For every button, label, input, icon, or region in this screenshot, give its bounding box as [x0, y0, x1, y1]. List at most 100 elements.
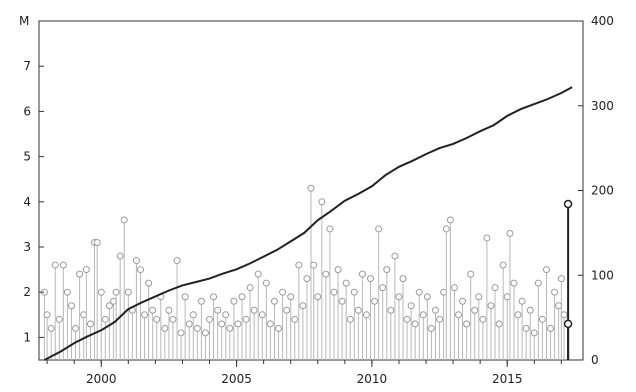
stem-marker: [86, 320, 94, 328]
stem-marker: [487, 302, 495, 310]
stem-marker: [303, 275, 311, 283]
stem-marker: [132, 257, 140, 265]
stem-marker: [226, 324, 234, 332]
stem-marker: [105, 302, 113, 310]
stem-marker: [354, 306, 362, 314]
stem-marker: [442, 225, 450, 233]
stem-marker: [314, 293, 322, 301]
stem-marker: [423, 293, 431, 301]
right-axis: 0 100 200 300 400: [578, 14, 614, 367]
stem-marker: [120, 216, 128, 224]
stem-marker: [145, 279, 153, 287]
stem-marker: [310, 261, 318, 269]
stem-marker: [495, 320, 503, 328]
stem-marker: [387, 306, 395, 314]
stem-marker: [503, 293, 511, 301]
stem-marker: [72, 324, 80, 332]
stem-marker: [411, 320, 419, 328]
stem-marker: [206, 315, 214, 323]
stem-marker: [475, 293, 483, 301]
stem-marker: [534, 279, 542, 287]
stem-marker: [80, 311, 88, 319]
stem-marker: [63, 288, 71, 296]
x-axis: 2000 2005 2010 2015: [46, 360, 562, 386]
stem-marker: [185, 320, 193, 328]
stem-marker: [112, 288, 120, 296]
stem-marker: [557, 275, 565, 283]
stem-marker: [510, 279, 518, 287]
stem-marker: [483, 234, 491, 242]
stem-marker: [334, 266, 342, 274]
stem-marker: [518, 297, 526, 305]
stem-marker: [367, 275, 375, 283]
stem-marker: [326, 225, 334, 233]
stem-marker: [291, 315, 299, 323]
stem-marker: [230, 297, 238, 305]
stem-marker: [371, 297, 379, 305]
stem-marker: [181, 293, 189, 301]
stem-series: [40, 184, 568, 360]
left-tick-label: 5: [23, 150, 31, 164]
stem-marker: [499, 261, 507, 269]
left-axis: 1 2 3 4 5 6 7: [23, 59, 44, 344]
stem-marker: [431, 306, 439, 314]
stem-marker: [399, 275, 407, 283]
stem-marker: [547, 324, 555, 332]
stem-marker: [358, 270, 366, 278]
stem-marker: [383, 266, 391, 274]
stem-marker: [542, 266, 550, 274]
stem-marker: [350, 288, 358, 296]
stem-marker: [165, 306, 173, 314]
stem-marker: [395, 293, 403, 301]
stem-marker: [299, 302, 307, 310]
stem-marker: [463, 320, 471, 328]
highlight-stems: [563, 199, 573, 360]
stem-marker: [538, 315, 546, 323]
stem-marker: [149, 306, 157, 314]
stem-marker: [479, 315, 487, 323]
left-axis-unit: M: [19, 14, 29, 28]
stem-marker: [124, 288, 132, 296]
stem-marker: [214, 306, 222, 314]
stem-marker: [55, 315, 63, 323]
left-tick-label: 7: [23, 59, 31, 73]
stem-marker: [506, 229, 514, 237]
stem-marker: [238, 293, 246, 301]
stem-marker: [97, 288, 105, 296]
stem-marker: [82, 266, 90, 274]
stem-marker: [391, 252, 399, 260]
stem-marker: [560, 311, 568, 319]
stem-marker: [283, 306, 291, 314]
right-tick-label: 200: [591, 184, 614, 198]
stem-marker: [279, 288, 287, 296]
stem-marker: [222, 311, 230, 319]
stem-marker: [262, 279, 270, 287]
left-tick-label: 3: [23, 240, 31, 254]
stem-marker: [407, 302, 415, 310]
stem-marker: [403, 315, 411, 323]
stem-marker: [189, 311, 197, 319]
stem-marker: [270, 297, 278, 305]
right-tick-label: 100: [591, 268, 614, 282]
stem-marker: [446, 216, 454, 224]
stem-marker: [169, 315, 177, 323]
stem-marker: [173, 257, 181, 265]
x-tick-label: 2015: [492, 372, 523, 386]
right-tick-label: 0: [591, 353, 599, 367]
stem-marker: [275, 324, 283, 332]
stem-marker: [346, 315, 354, 323]
stem-marker: [530, 329, 538, 337]
stem-marker: [307, 184, 315, 192]
stem-marker: [218, 320, 226, 328]
x-tick-label: 2010: [357, 372, 388, 386]
x-tick-label: 2005: [221, 372, 252, 386]
stem-marker: [101, 315, 109, 323]
stem-marker: [322, 270, 330, 278]
stem-marker: [254, 270, 262, 278]
stem-marker: [342, 279, 350, 287]
right-tick-label: 400: [591, 14, 614, 28]
stem-marker: [287, 293, 295, 301]
stem-marker: [467, 270, 475, 278]
stem-marker: [415, 288, 423, 296]
